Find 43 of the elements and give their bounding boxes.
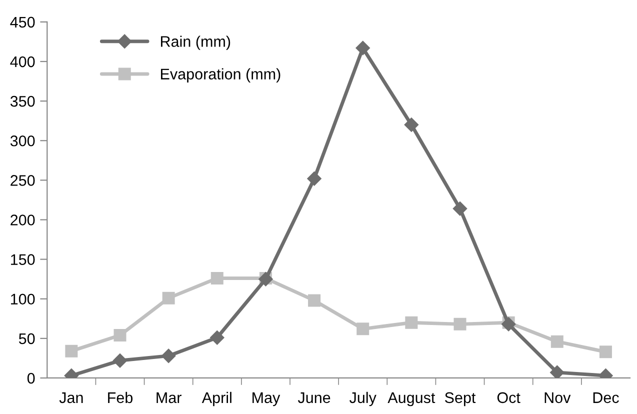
y-tick-label: 50 xyxy=(18,333,35,344)
x-tick-label: Sept xyxy=(444,392,476,406)
x-tick-label: May xyxy=(252,392,280,406)
x-tick-label: Mar xyxy=(156,392,182,404)
point xyxy=(356,40,370,56)
point xyxy=(114,329,126,342)
y-tick-label: 150 xyxy=(11,254,35,265)
point xyxy=(550,365,564,378)
point xyxy=(454,318,466,330)
y-tick-label: 200 xyxy=(10,214,35,226)
x-tick-label: Jan xyxy=(59,392,83,404)
legend-label: Rain (mm) xyxy=(160,36,230,50)
x-tick-label: April xyxy=(202,392,232,406)
point xyxy=(356,322,370,336)
x-tick-label: July xyxy=(350,392,376,406)
point xyxy=(550,335,564,348)
point xyxy=(501,317,516,332)
y-tick-label: 450 xyxy=(10,16,35,28)
point xyxy=(210,330,224,345)
point xyxy=(452,202,468,216)
point xyxy=(599,346,612,358)
point xyxy=(65,344,78,358)
point xyxy=(405,316,418,329)
y-tick-label: 300 xyxy=(10,135,35,146)
y-tick-label: 0 xyxy=(27,372,35,384)
point xyxy=(308,294,321,307)
x-tick-label: June xyxy=(298,392,330,404)
y-tick-label: 350 xyxy=(10,96,35,107)
point xyxy=(162,292,175,304)
point xyxy=(307,172,322,186)
x-tick-label: Dec xyxy=(593,392,619,404)
y-tick-label: 400 xyxy=(10,56,35,68)
legend-label: Evaporation (mm) xyxy=(160,68,280,83)
point xyxy=(404,118,418,132)
x-tick-label: Oct xyxy=(497,392,520,404)
point xyxy=(210,272,224,285)
x-tick-label: Nov xyxy=(544,392,571,404)
y-tick-label: 250 xyxy=(10,175,35,186)
x-tick-label: Feb xyxy=(108,392,133,404)
point xyxy=(161,348,176,363)
x-tick-label: August xyxy=(388,392,436,406)
point xyxy=(112,353,128,368)
y-tick-label: 100 xyxy=(11,294,35,305)
